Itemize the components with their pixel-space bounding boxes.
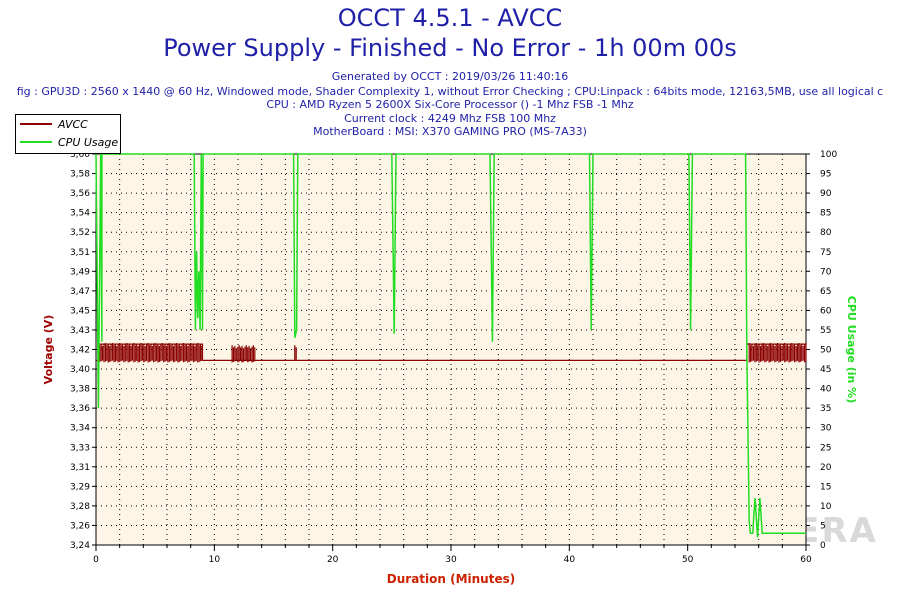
y-left-tick-label: 3,28 bbox=[70, 502, 90, 512]
series-avcc-noise bbox=[231, 345, 256, 363]
y-left-tick-label: 3,45 bbox=[70, 306, 90, 316]
y-left-tick-label: 3,42 bbox=[70, 346, 90, 356]
y-left-tick-label: 3,34 bbox=[70, 424, 90, 434]
y-right-tick-label: 95 bbox=[820, 170, 831, 180]
y-right-tick-label: 55 bbox=[820, 326, 831, 336]
x-tick-label: 40 bbox=[564, 555, 576, 565]
y-left-tick-label: 3,56 bbox=[70, 189, 90, 199]
y-right-tick-label: 70 bbox=[820, 267, 832, 277]
y-right-tick-label: 25 bbox=[820, 443, 831, 453]
y-right-tick-label: 10 bbox=[820, 502, 832, 512]
y-left-tick-label: 3,40 bbox=[70, 365, 90, 375]
chart-title-line1: OCCT 4.5.1 - AVCC bbox=[337, 4, 563, 32]
y-left-tick-label: 3,51 bbox=[70, 248, 90, 258]
x-tick-label: 50 bbox=[682, 555, 694, 565]
y-right-tick-label: 5 bbox=[820, 521, 826, 531]
y-left-tick-label: 3,29 bbox=[70, 482, 90, 492]
y-right-tick-label: 35 bbox=[820, 404, 831, 414]
series-cpu-usage-line bbox=[95, 153, 806, 538]
x-tick-label: 60 bbox=[800, 555, 812, 565]
x-tick-label: 30 bbox=[445, 555, 457, 565]
y-right-tick-label: 15 bbox=[820, 482, 831, 492]
y-right-tick-label: 60 bbox=[820, 306, 832, 316]
y-left-tick-label: 3,52 bbox=[70, 228, 90, 238]
x-tick-label: 20 bbox=[327, 555, 339, 565]
y-left-tick-label: 3,26 bbox=[70, 521, 90, 531]
y-right-tick-label: 100 bbox=[820, 150, 837, 160]
y-left-tick-label: 3,49 bbox=[70, 267, 90, 277]
y-left-tick-label: 3,58 bbox=[70, 170, 90, 180]
y-left-tick-label: 3,33 bbox=[70, 443, 90, 453]
legend-swatch-cpu-usage bbox=[20, 141, 52, 143]
y-right-tick-label: 20 bbox=[820, 463, 832, 473]
generated-info: Generated by OCCT : 2019/03/26 11:40:16 bbox=[331, 70, 569, 83]
y-left-tick-label: 3,36 bbox=[70, 404, 90, 414]
y-right-tick-label: 75 bbox=[820, 248, 831, 258]
legend-label-avcc: AVCC bbox=[58, 117, 88, 131]
y-left-tick-label: 3,38 bbox=[70, 385, 90, 395]
cpu-info: CPU : AMD Ryzen 5 2600X Six-Core Process… bbox=[266, 98, 634, 111]
config-info: fig : GPU3D : 2560 x 1440 @ 60 Hz, Windo… bbox=[16, 85, 884, 98]
legend-item-cpu-usage: CPU Usage bbox=[20, 135, 118, 149]
legend-label-cpu-usage: CPU Usage bbox=[58, 135, 119, 149]
y-right-tick-label: 0 bbox=[820, 541, 826, 551]
y-left-tick-label: 3,43 bbox=[70, 326, 90, 336]
chart-title-line2: Power Supply - Finished - No Error - 1h … bbox=[163, 34, 737, 62]
y-right-tick-label: 80 bbox=[820, 228, 832, 238]
y-right-tick-label: 50 bbox=[820, 346, 832, 356]
y-left-tick-label: 3,60 bbox=[70, 150, 90, 160]
y-right-axis-label: CPU Usage (in %) bbox=[845, 296, 858, 403]
y-right-tick-label: 65 bbox=[820, 287, 831, 297]
series-avcc-noise bbox=[748, 343, 807, 363]
y-right-tick-label: 40 bbox=[820, 385, 832, 395]
clock-info: Current clock : 4249 Mhz FSB 100 Mhz bbox=[344, 112, 556, 125]
y-left-tick-label: 3,31 bbox=[70, 463, 90, 473]
y-left-tick-label: 3,24 bbox=[70, 541, 90, 551]
y-right-tick-label: 30 bbox=[820, 424, 832, 434]
y-left-axis-label: Voltage (V) bbox=[42, 315, 55, 385]
legend-swatch-avcc bbox=[20, 123, 52, 125]
motherboard-info: MotherBoard : MSI: X370 GAMING PRO (MS-7… bbox=[313, 125, 587, 138]
x-tick-label: 10 bbox=[209, 555, 221, 565]
y-right-tick-label: 85 bbox=[820, 209, 831, 219]
chart-legend: AVCC CPU Usage bbox=[15, 114, 121, 154]
x-axis-label: Duration (Minutes) bbox=[387, 572, 515, 586]
legend-item-avcc: AVCC bbox=[20, 117, 88, 131]
series-avcc-noise bbox=[294, 345, 297, 361]
x-tick-label: 0 bbox=[93, 555, 99, 565]
y-right-tick-label: 45 bbox=[820, 365, 831, 375]
y-left-tick-label: 3,54 bbox=[70, 209, 90, 219]
y-left-tick-label: 3,47 bbox=[70, 287, 90, 297]
y-right-tick-label: 90 bbox=[820, 189, 832, 199]
